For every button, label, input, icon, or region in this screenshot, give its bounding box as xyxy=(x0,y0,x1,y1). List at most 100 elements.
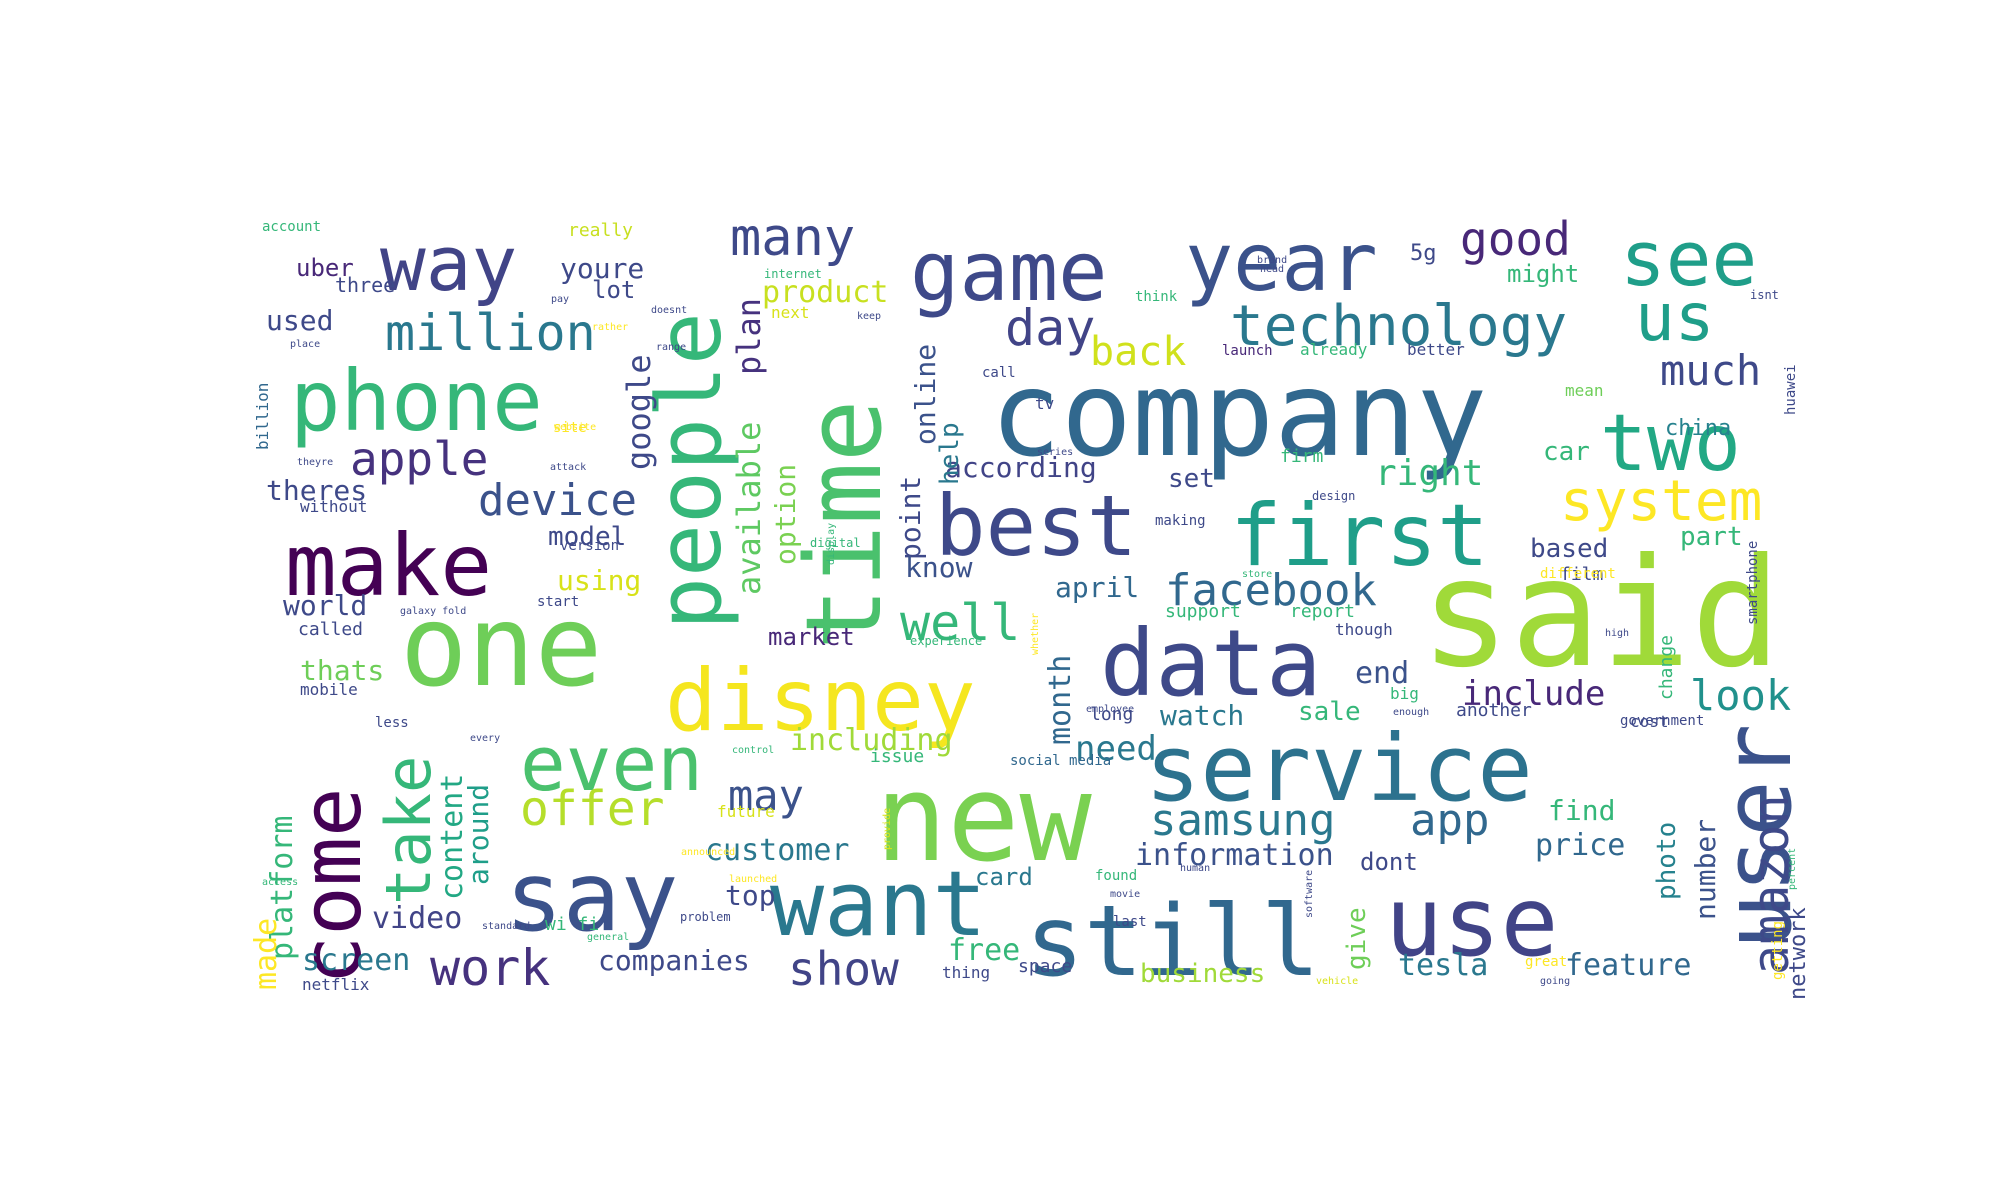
word-end: end xyxy=(1355,656,1409,691)
word-going: going xyxy=(1540,976,1570,987)
word-us: us xyxy=(1635,279,1714,356)
word-may: may xyxy=(728,771,804,820)
word-design: design xyxy=(1312,489,1355,503)
word-feature: feature xyxy=(1565,948,1691,983)
word-problem: problem xyxy=(680,910,731,924)
word-tv: tv xyxy=(1035,394,1054,413)
word-device: device xyxy=(478,475,637,526)
word-found: found xyxy=(1095,868,1137,884)
word-report: report xyxy=(1290,601,1355,622)
word-based: based xyxy=(1530,534,1608,564)
word-video: video xyxy=(372,901,462,936)
word-facebook: facebook xyxy=(1165,565,1377,616)
word-three: three xyxy=(335,273,395,297)
word-available: available xyxy=(730,422,768,595)
word-theyre: theyre xyxy=(297,457,333,468)
word-top: top xyxy=(725,879,776,912)
word-theres: theres xyxy=(266,474,367,507)
word-provide: provide xyxy=(882,808,893,850)
word-price: price xyxy=(1535,828,1625,863)
word-user: user xyxy=(1704,724,1813,950)
word-tesla: tesla xyxy=(1398,948,1488,983)
word-model: model xyxy=(548,522,626,552)
word-number: number xyxy=(1689,819,1722,920)
word-call: call xyxy=(982,365,1016,381)
word-around: around xyxy=(462,784,495,885)
word-content: content xyxy=(435,774,470,900)
word-space: space xyxy=(1018,956,1072,977)
word-series: series xyxy=(1037,447,1073,458)
word-website: website xyxy=(554,422,596,433)
word-know: know xyxy=(905,551,973,584)
word-announced: announced xyxy=(681,847,735,858)
word-make: make xyxy=(285,516,492,616)
word-launch: launch xyxy=(1222,343,1273,359)
word-thing: thing xyxy=(942,963,990,982)
word-see: see xyxy=(1620,214,1757,303)
word-last: last xyxy=(1113,914,1147,930)
word-people: people xyxy=(638,312,741,630)
word-need: need xyxy=(1075,729,1157,769)
word-game: game xyxy=(910,225,1107,320)
word-future: future xyxy=(717,802,775,821)
word-two: two xyxy=(1600,399,1741,489)
word-better: better xyxy=(1407,340,1465,359)
word-high: high xyxy=(1605,628,1629,639)
word-car: car xyxy=(1543,437,1590,467)
word-galaxy-fold: galaxy fold xyxy=(400,606,466,617)
word-come: come xyxy=(285,788,380,985)
word-5g: 5g xyxy=(1410,241,1437,266)
word-display: display xyxy=(826,523,837,565)
word-part: part xyxy=(1680,522,1743,552)
word-data: data xyxy=(1100,610,1322,717)
word-store: store xyxy=(1242,569,1272,580)
word-time: time xyxy=(783,400,905,650)
word-customer: customer xyxy=(705,833,850,868)
word-back: back xyxy=(1090,329,1186,375)
word-system: system xyxy=(1560,469,1762,534)
word-issue: issue xyxy=(870,746,924,767)
word-attack: attack xyxy=(550,462,586,473)
word-online: online xyxy=(909,344,942,445)
word-range: range xyxy=(656,342,686,353)
word-platform: platform xyxy=(265,816,300,961)
word-movie: movie xyxy=(1110,889,1140,900)
word-set: set xyxy=(1168,464,1215,494)
word-used: used xyxy=(266,304,333,337)
word-percent: percent xyxy=(1787,848,1798,890)
word-free: free xyxy=(948,933,1020,968)
word-still: still xyxy=(1025,885,1320,999)
word-way: way xyxy=(380,219,517,308)
word-plan: plan xyxy=(730,298,768,375)
word-really: really xyxy=(568,220,633,241)
word-every: every xyxy=(470,733,500,744)
word-great: great xyxy=(1525,954,1567,970)
word-information: information xyxy=(1135,838,1334,873)
word-look: look xyxy=(1690,671,1791,720)
word-say: say xyxy=(505,841,678,953)
word-uber: uber xyxy=(296,254,354,282)
word-billion: billion xyxy=(253,383,272,450)
word-version: version xyxy=(560,538,619,554)
word-year: year xyxy=(1185,216,1378,309)
word-much: much xyxy=(1660,346,1761,395)
word-though: though xyxy=(1335,620,1393,639)
word-product: product xyxy=(762,275,888,310)
word-vehicle: vehicle xyxy=(1316,976,1358,987)
word-china: china xyxy=(1665,416,1731,441)
word-screen: screen xyxy=(302,943,410,978)
word-general: general xyxy=(587,932,629,943)
word-smartphone: smartphone xyxy=(1745,541,1761,625)
word-photo: photo xyxy=(1652,822,1682,900)
word-well: well xyxy=(900,594,1020,652)
word-digital: digital xyxy=(810,536,861,550)
word-pay: pay xyxy=(551,294,569,305)
word-market: market xyxy=(768,623,855,651)
word-google: google xyxy=(620,354,658,470)
word-network: network xyxy=(1786,907,1811,1000)
word-less: less xyxy=(375,715,409,731)
word-show: show xyxy=(788,942,899,996)
word-human: human xyxy=(1180,863,1210,874)
word-using: using xyxy=(557,564,641,597)
word-company: company xyxy=(990,345,1487,483)
